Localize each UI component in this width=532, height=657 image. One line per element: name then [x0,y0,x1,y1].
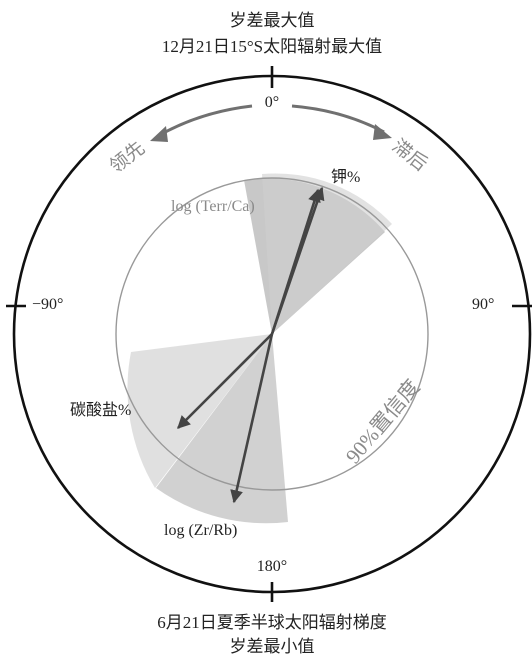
vector-carbonate [177,333,273,429]
confidence-wedge-terr-ca [262,173,392,334]
axis-label-right: 90° [472,296,495,313]
confidence-label: 90%置信度 [341,375,425,468]
top-subtitle: 12月21日15°S太阳辐射最大值 [161,37,383,56]
axis-label-bottom: 180° [256,558,288,575]
vector-label-zr-rb: log (Zr/Rb) [164,522,238,539]
axis-label-left: −90° [32,296,64,313]
axis-label-top: 0° [264,94,280,111]
vector-terr-ca [270,188,321,335]
vector-zr-rb [230,333,274,504]
vector-label-terr-ca: log (Terr/Ca) [171,198,255,215]
lag-arrowhead [373,124,392,140]
confidence-wedge-zr-rb [156,334,288,524]
lead-arc [157,104,253,138]
lag-label: 滞后 [388,135,432,176]
bottom-title: 6月21日夏季半球太阳辐射梯度 [157,613,387,632]
confidence-wedge-carbonate [127,334,272,488]
vector-label-potassium: 钾% [331,169,361,186]
lag-arc [291,104,385,134]
lead-label: 领先 [106,137,150,178]
top-title: 岁差最大值 [229,11,315,30]
bottom-subtitle: 岁差最小值 [229,637,315,656]
confidence-circle [115,177,429,491]
lead-arrowhead [150,126,168,142]
vector-label-carbonate: 碳酸盐% [70,402,132,419]
